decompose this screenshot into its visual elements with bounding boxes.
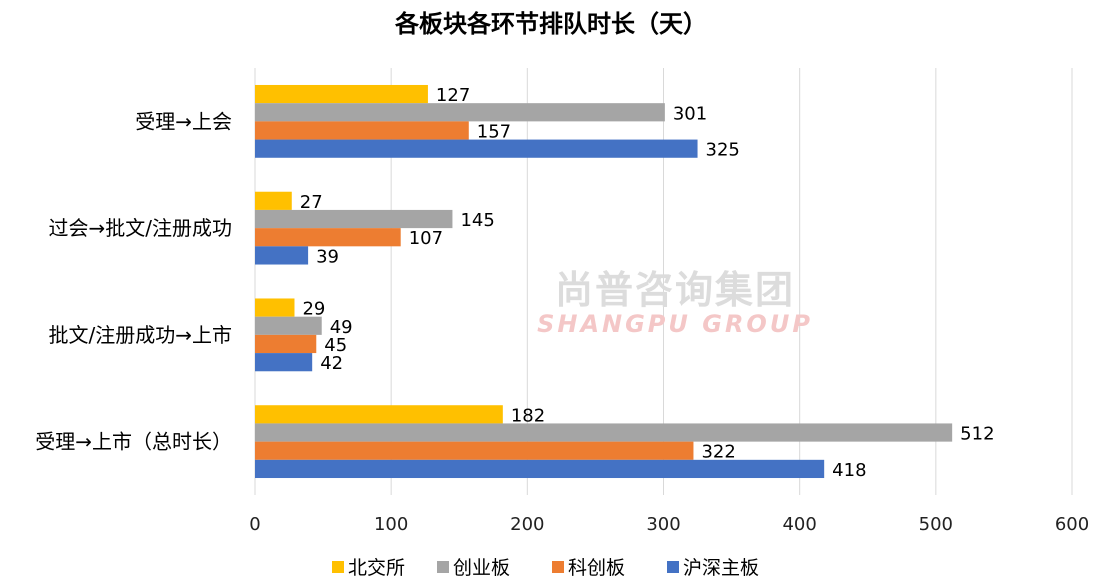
bar: [255, 316, 322, 335]
data-label: 418: [832, 460, 866, 481]
bar: [255, 246, 309, 265]
bar: [255, 121, 469, 140]
data-label: 27: [300, 192, 323, 213]
legend-label: 沪深主板: [683, 557, 759, 579]
bar: [255, 191, 292, 210]
data-label: 127: [436, 85, 470, 106]
legend-label: 科创板: [568, 557, 625, 579]
data-label: 45: [324, 335, 347, 356]
category-label: 批文/注册成功→上市: [49, 323, 233, 347]
data-label: 301: [673, 103, 707, 124]
watermark-en: SHANGPU GROUP: [537, 310, 813, 338]
x-axis-ticks: 0 100 200 300 400 500 600: [249, 514, 1089, 535]
bar: [255, 84, 428, 104]
legend-swatch: [667, 561, 679, 573]
data-label: 145: [460, 210, 494, 231]
data-label: 42: [320, 353, 343, 374]
data-label: 157: [477, 121, 511, 142]
bar: [255, 405, 503, 424]
data-label: 107: [409, 228, 443, 249]
watermark-cn: 尚普咨询集团: [555, 268, 795, 312]
watermark: 尚普咨询集团 SHANGPU GROUP: [537, 268, 813, 338]
chart-title: 各板块各环节排队时长（天）: [394, 10, 707, 38]
bar: [255, 423, 953, 442]
bar: [255, 228, 401, 247]
data-label: 29: [302, 299, 325, 320]
x-tick-label: 200: [510, 514, 544, 535]
legend: 北交所 创业板 科创板 沪深主板: [332, 557, 759, 579]
bar: [255, 459, 825, 479]
bar: [255, 353, 313, 372]
bar: [255, 103, 665, 122]
bar: [255, 298, 295, 317]
bar: [255, 334, 317, 354]
data-label: 325: [706, 140, 740, 161]
data-label: 512: [960, 424, 994, 445]
legend-swatch: [552, 561, 564, 573]
data-label: 182: [511, 405, 545, 426]
bar: [255, 139, 698, 158]
data-label: 322: [701, 442, 735, 463]
legend-swatch: [332, 561, 344, 573]
x-tick-label: 600: [1055, 514, 1089, 535]
x-tick-label: 300: [646, 514, 680, 535]
category-label: 受理→上市（总时长）: [35, 430, 232, 454]
legend-label: 创业板: [453, 557, 510, 579]
category-label: 过会→批文/注册成功: [49, 216, 233, 240]
x-tick-label: 500: [919, 514, 953, 535]
data-label: 49: [330, 317, 353, 338]
x-tick-label: 0: [249, 514, 260, 535]
legend-label: 北交所: [348, 557, 405, 579]
category-label: 受理→上会: [135, 109, 232, 133]
bar: [255, 441, 694, 460]
x-tick-label: 100: [374, 514, 408, 535]
bar: [255, 209, 453, 229]
data-label: 39: [316, 246, 339, 267]
x-tick-label: 400: [782, 514, 816, 535]
legend-swatch: [437, 561, 449, 573]
